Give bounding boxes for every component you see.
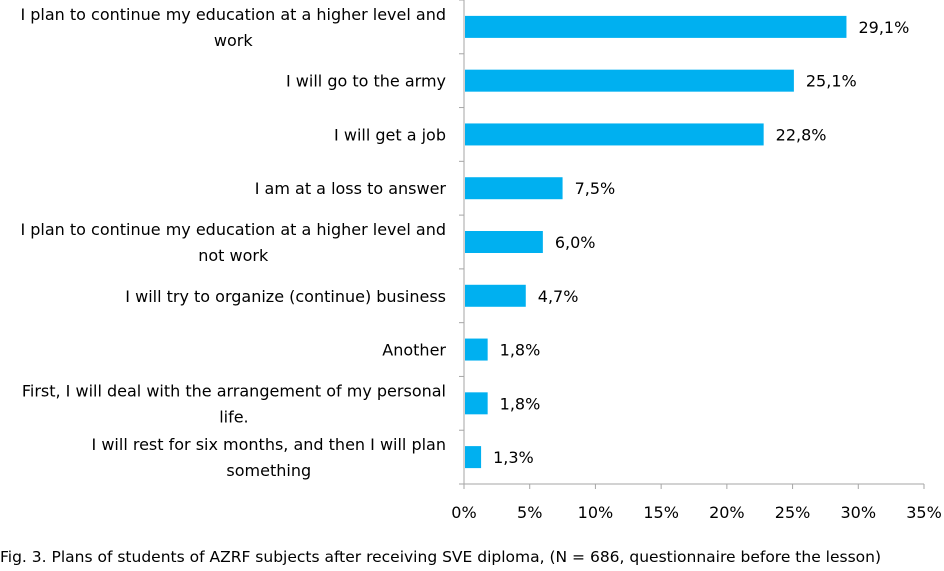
category-label-line: First, I will deal with the arrangement … <box>22 381 446 400</box>
data-label: 29,1% <box>858 18 909 37</box>
category-label-line: I plan to continue my education at a hig… <box>20 220 446 239</box>
category-label-line: work <box>214 31 253 50</box>
category-label-line: I will go to the army <box>286 72 446 91</box>
category-label-line: I will try to organize (continue) busine… <box>125 287 446 306</box>
category-label: I am at a loss to answer <box>255 179 447 198</box>
bar <box>465 284 526 307</box>
bar <box>465 392 488 415</box>
x-tick-label: 30% <box>841 503 877 522</box>
x-tick-label: 35% <box>906 503 942 522</box>
bar <box>465 177 563 200</box>
data-label: 25,1% <box>806 72 857 91</box>
bar <box>465 446 482 469</box>
x-tick-label: 15% <box>643 503 679 522</box>
figure-caption: Fig. 3. Plans of students of AZRF subjec… <box>0 548 882 566</box>
data-label: 1,8% <box>500 394 541 413</box>
x-tick-label: 10% <box>578 503 614 522</box>
data-label: 1,8% <box>500 341 541 360</box>
bar <box>465 338 488 361</box>
data-label: 7,5% <box>575 179 616 198</box>
category-label-line: I will get a job <box>334 125 446 144</box>
category-label-line: I am at a loss to answer <box>255 179 447 198</box>
category-label-line: Another <box>382 341 446 360</box>
category-label: First, I will deal with the arrangement … <box>22 381 446 426</box>
bar-chart: 0% 5% 10% 15% 20% 25% 30% 35% 29,1% I plan to con… <box>20 0 942 522</box>
x-tick-label: 5% <box>517 503 542 522</box>
data-label: 6,0% <box>555 233 596 252</box>
bar <box>465 123 764 146</box>
category-label: I plan to continue my education at a hig… <box>20 5 446 50</box>
category-label-line: life. <box>219 407 248 426</box>
data-label: 22,8% <box>776 125 827 144</box>
bar <box>465 231 543 253</box>
x-tick-label: 20% <box>709 503 745 522</box>
x-tick-label: 0% <box>451 503 476 522</box>
data-label: 4,7% <box>538 287 579 306</box>
data-label: 1,3% <box>493 448 534 467</box>
category-label: I will try to organize (continue) busine… <box>125 287 446 306</box>
category-label: I plan to continue my education at a hig… <box>20 220 446 265</box>
category-label-line: I will rest for six months, and then I w… <box>92 435 446 454</box>
category-label: Another <box>382 341 446 360</box>
bar <box>465 69 794 92</box>
category-label: I will get a job <box>334 125 446 144</box>
category-label: I will rest for six months, and then I w… <box>92 435 446 480</box>
category-label: I will go to the army <box>286 72 446 91</box>
category-label-line: I plan to continue my education at a hig… <box>20 5 446 24</box>
category-label-line: not work <box>198 246 269 265</box>
category-label-line: something <box>226 461 311 480</box>
x-tick-label: 25% <box>775 503 811 522</box>
bar <box>465 15 847 38</box>
